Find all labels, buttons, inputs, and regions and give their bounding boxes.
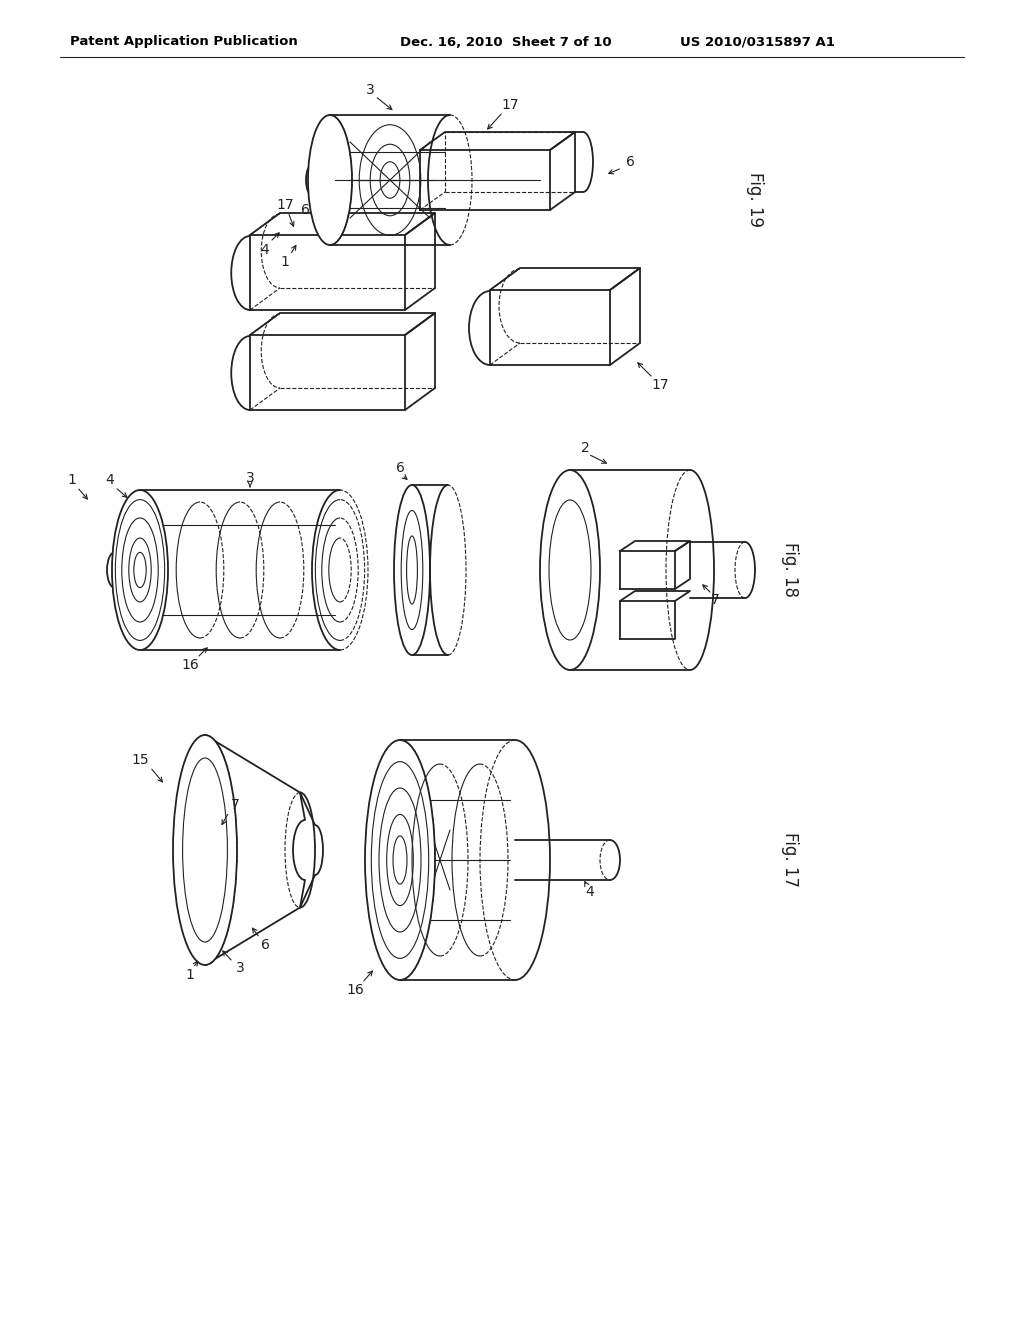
Ellipse shape (540, 470, 600, 671)
Ellipse shape (308, 115, 352, 246)
Text: 7: 7 (230, 799, 240, 812)
Ellipse shape (173, 735, 237, 965)
Ellipse shape (112, 490, 168, 649)
Text: 15: 15 (131, 752, 148, 767)
Text: 1: 1 (185, 968, 195, 982)
Ellipse shape (365, 741, 435, 979)
Text: 7: 7 (711, 593, 720, 607)
Text: Fig. 19: Fig. 19 (746, 173, 764, 227)
Text: 6: 6 (260, 939, 269, 952)
Text: 17: 17 (276, 198, 294, 213)
Text: Fig. 18: Fig. 18 (781, 543, 799, 598)
Text: 6: 6 (395, 461, 404, 475)
Text: 17: 17 (501, 98, 519, 112)
Text: 17: 17 (651, 378, 669, 392)
Text: 6: 6 (626, 154, 635, 169)
Ellipse shape (394, 484, 430, 655)
Text: 4: 4 (105, 473, 115, 487)
Text: 3: 3 (366, 83, 375, 96)
Text: 4: 4 (586, 884, 594, 899)
Text: 16: 16 (181, 657, 199, 672)
Text: Patent Application Publication: Patent Application Publication (70, 36, 298, 49)
Text: 6: 6 (301, 203, 309, 216)
Text: 3: 3 (236, 961, 245, 975)
Text: 1: 1 (68, 473, 77, 487)
Text: 1: 1 (281, 255, 290, 269)
Text: Fig. 17: Fig. 17 (781, 833, 799, 887)
Text: 2: 2 (581, 441, 590, 455)
Text: 3: 3 (246, 471, 254, 484)
Text: US 2010/0315897 A1: US 2010/0315897 A1 (680, 36, 835, 49)
Text: 16: 16 (346, 983, 364, 997)
Text: Dec. 16, 2010  Sheet 7 of 10: Dec. 16, 2010 Sheet 7 of 10 (400, 36, 611, 49)
Text: 4: 4 (261, 243, 269, 257)
